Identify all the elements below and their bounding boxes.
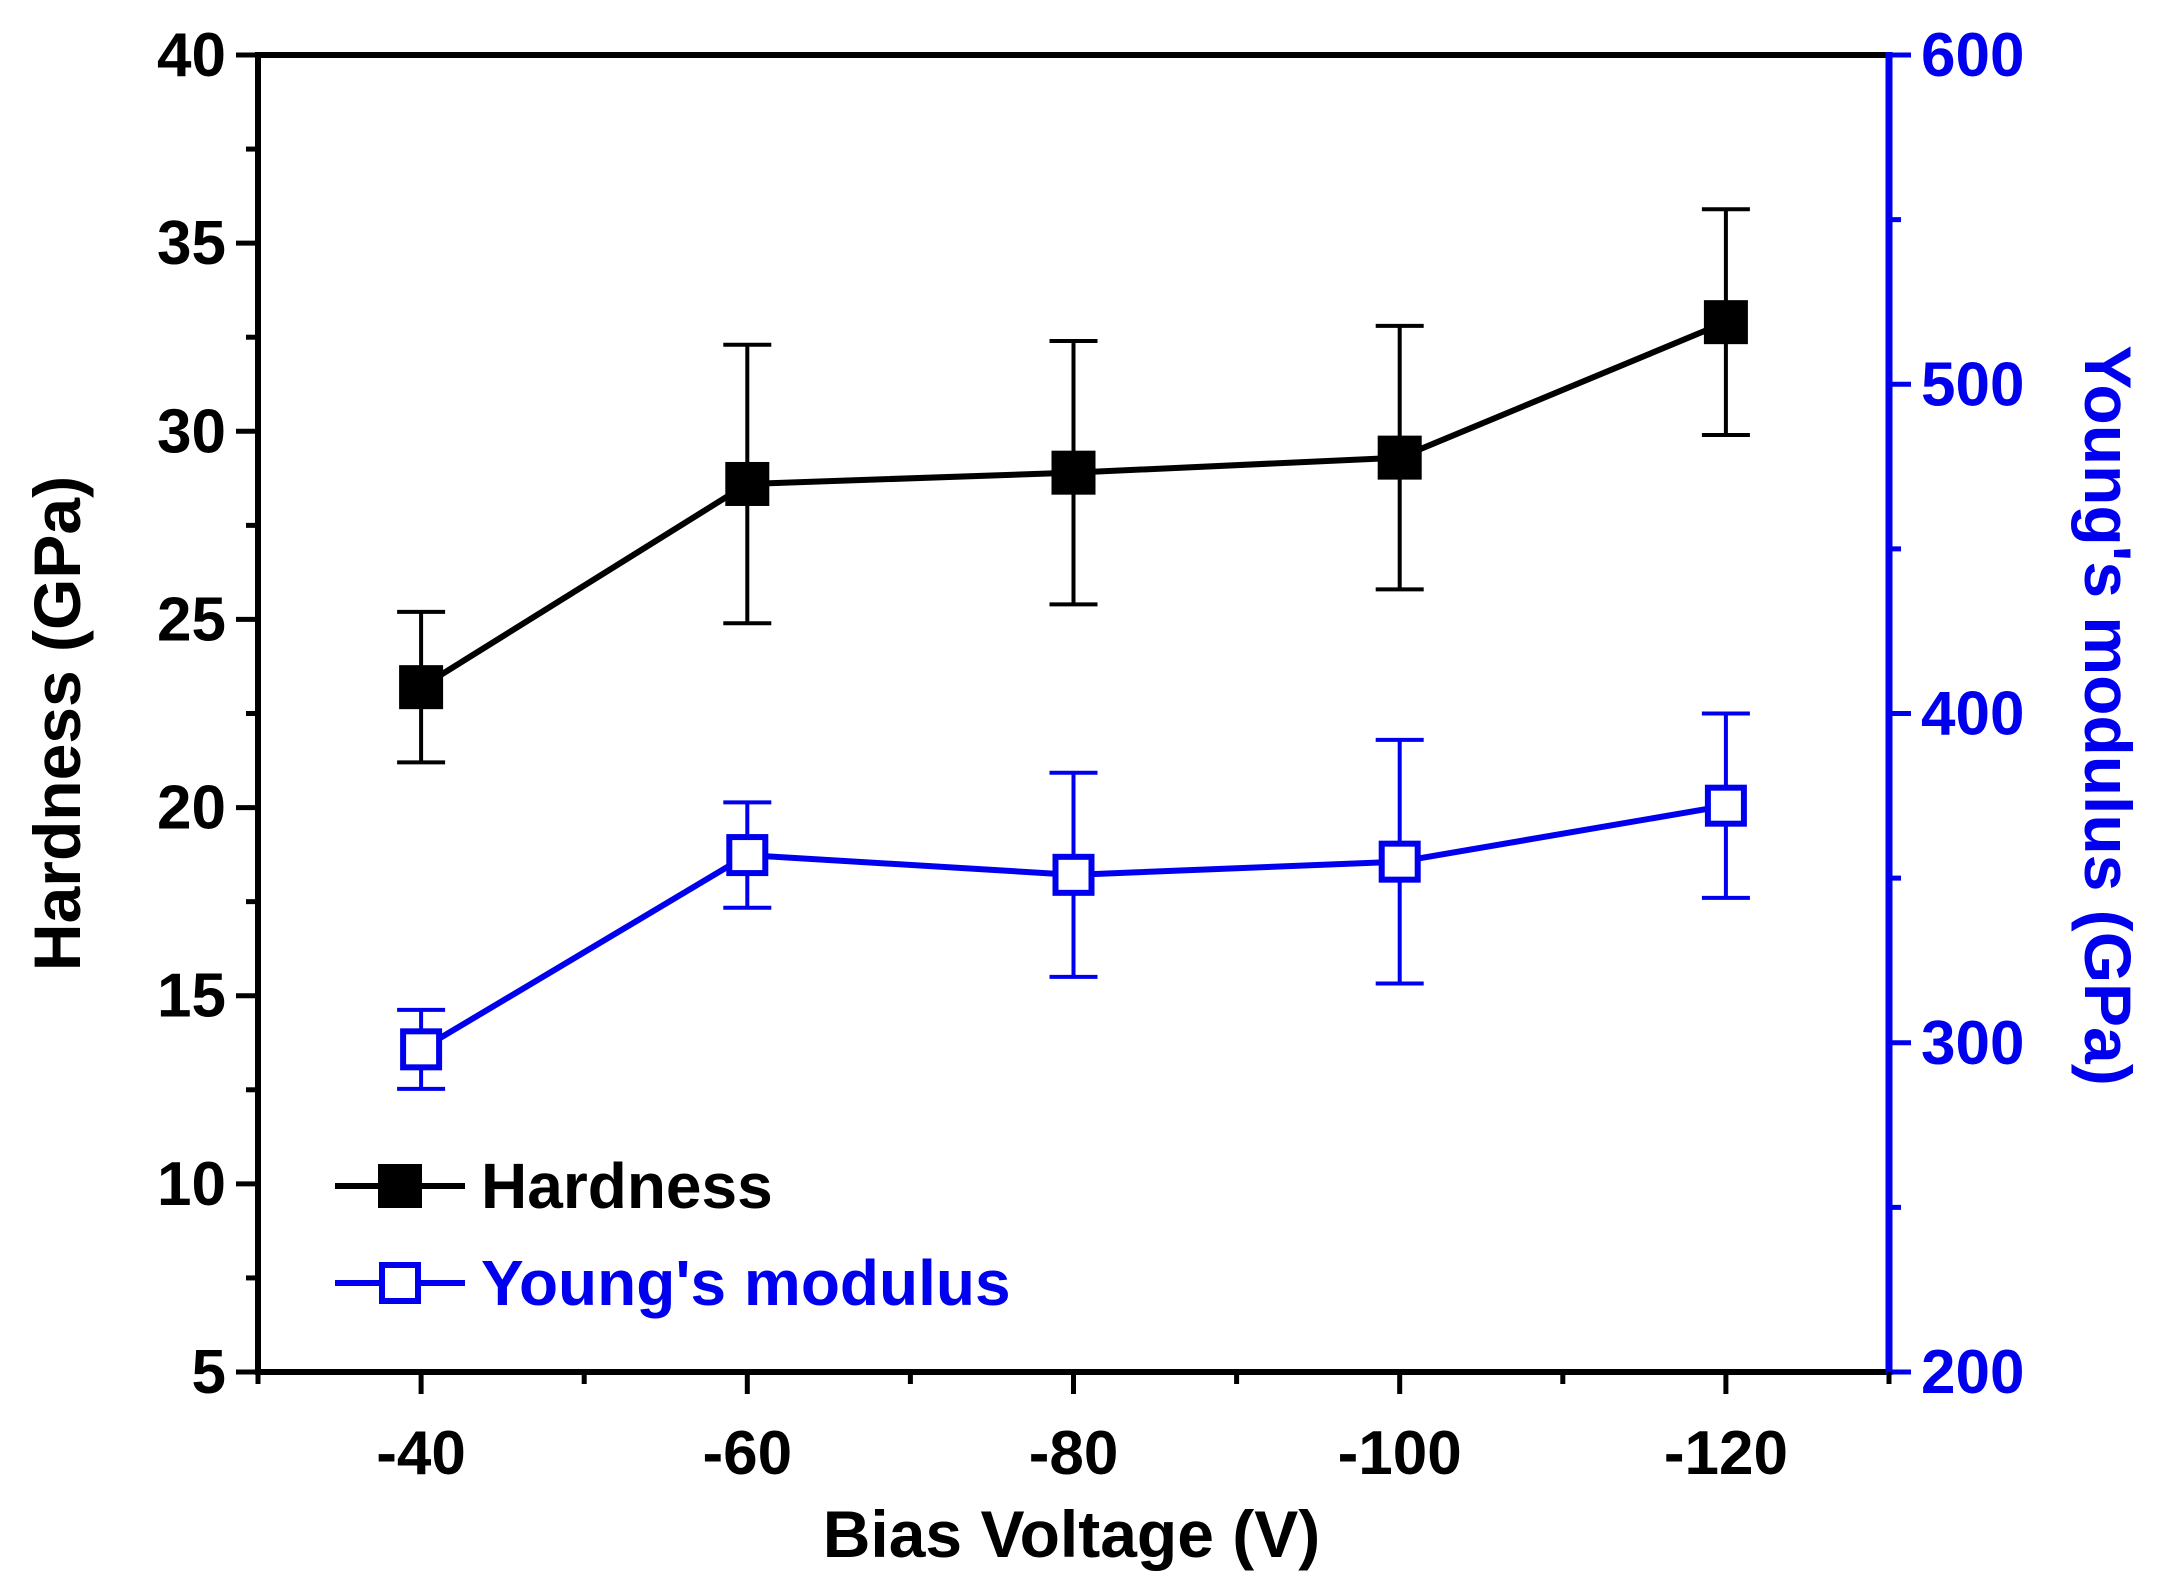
x-tick-label: -80	[1029, 1419, 1119, 1488]
y-tick-label: 30	[157, 397, 226, 466]
data-point	[1378, 840, 1421, 883]
axis-titles: Bias Voltage (V) Hardness (GPa) Young's mo…	[20, 345, 2145, 1571]
x-tick-label: -40	[376, 1419, 466, 1488]
x-tick-label: -100	[1338, 1419, 1462, 1488]
series-layer	[397, 207, 1750, 1091]
y2-tick-label: 200	[1921, 1338, 2024, 1407]
axes: 5 10 15 20 25 30 35 40 200 300 400 500 600 -40 -60 -80 -…	[157, 21, 2024, 1488]
y2-tick-label: 400	[1921, 680, 2024, 749]
y-tick-label: 15	[157, 962, 226, 1031]
data-point	[1052, 853, 1095, 896]
data-point	[1703, 300, 1748, 345]
legend-label: Young's modulus	[481, 1247, 1011, 1319]
y-tick-label: 5	[192, 1338, 226, 1407]
y-tick-label: 10	[157, 1150, 226, 1219]
y-tick-label: 20	[157, 774, 226, 843]
data-point	[725, 461, 770, 506]
y2-tick-label: 500	[1921, 350, 2024, 419]
y-axis-title: Hardness (GPa)	[20, 476, 94, 971]
y-tick-label: 40	[157, 21, 226, 90]
y2-tick-label: 600	[1921, 21, 2024, 90]
data-point	[1051, 450, 1096, 495]
data-point	[400, 1028, 443, 1071]
legend: Hardness Young's modulus	[335, 1150, 1011, 1319]
y2-tick-label: 300	[1921, 1009, 2024, 1078]
x-tick-label: -120	[1664, 1419, 1788, 1488]
data-point	[1377, 435, 1422, 480]
series-youngs-modulus	[397, 711, 1750, 1091]
data-point	[726, 834, 769, 877]
x-tick-label: -60	[702, 1419, 792, 1488]
data-point	[399, 665, 444, 710]
legend-label: Hardness	[481, 1150, 773, 1222]
y-tick-label: 25	[157, 585, 226, 654]
legend-marker	[378, 1164, 422, 1208]
series-hardness	[397, 207, 1750, 765]
legend-item-hardness: Hardness	[335, 1150, 773, 1222]
x-axis-title: Bias Voltage (V)	[823, 1497, 1321, 1571]
legend-item-youngs-modulus: Young's modulus	[335, 1247, 1011, 1319]
data-point	[1704, 784, 1747, 827]
y-tick-label: 35	[157, 209, 226, 278]
legend-marker	[379, 1262, 421, 1304]
y2-axis-title: Young's modulus (GPa)	[2071, 345, 2145, 1085]
